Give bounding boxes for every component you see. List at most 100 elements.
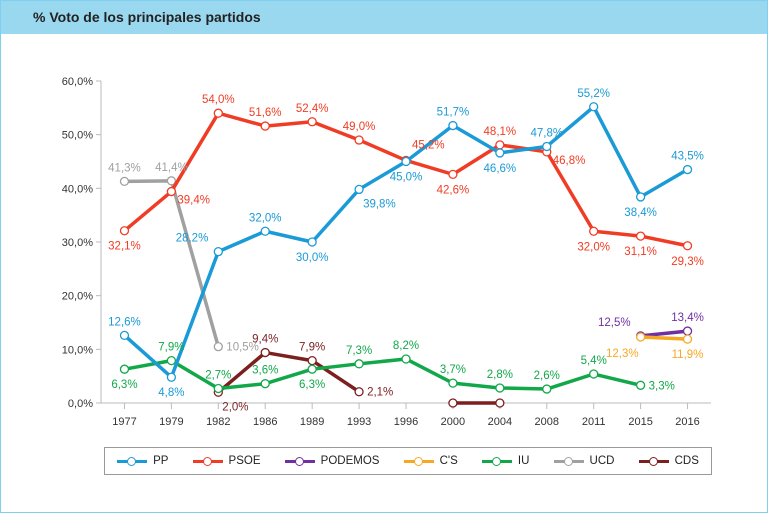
data-point-podemos bbox=[682, 326, 693, 336]
legend-item-cds: CDS bbox=[638, 455, 699, 467]
data-label-podemos: 13,4% bbox=[671, 312, 704, 324]
data-label-pp: 45,0% bbox=[390, 172, 423, 184]
legend-label: IU bbox=[517, 455, 530, 467]
data-point-pp bbox=[166, 372, 177, 382]
legend-item-cs: C'S bbox=[403, 455, 458, 467]
series-line-cds bbox=[217, 350, 361, 394]
data-point-ucd bbox=[213, 341, 223, 352]
data-label-psoe: 49,0% bbox=[343, 121, 376, 133]
data-label-cds: 9,4% bbox=[252, 334, 278, 346]
legend-swatch-icon bbox=[192, 456, 223, 466]
data-point-pp bbox=[682, 164, 693, 175]
data-label-ucd: 41,4% bbox=[155, 162, 188, 174]
y-tick-label: 10,0% bbox=[62, 344, 93, 356]
y-tick-label: 60,0% bbox=[62, 76, 93, 88]
data-label-iu: 7,3% bbox=[346, 345, 372, 357]
x-tick-label: 2015 bbox=[628, 416, 652, 428]
data-point-pp bbox=[260, 226, 270, 236]
data-label-pp: 43,5% bbox=[671, 151, 704, 163]
data-label-iu: 2,6% bbox=[534, 370, 560, 382]
data-point-psoe bbox=[589, 226, 599, 236]
y-tick-label: 20,0% bbox=[62, 291, 93, 303]
data-label-iu: 3,7% bbox=[440, 364, 466, 376]
data-point-ucd bbox=[166, 176, 177, 186]
x-tick-label: 1979 bbox=[159, 416, 183, 428]
data-point-iu bbox=[401, 354, 411, 364]
series-iu bbox=[119, 354, 646, 394]
data-label-psoe: 48,1% bbox=[484, 126, 517, 138]
data-point-pp bbox=[354, 184, 364, 195]
header-bar: % Voto de los principales partidos bbox=[1, 1, 767, 34]
data-point-psoe bbox=[448, 169, 458, 180]
series-cs bbox=[635, 332, 693, 344]
data-point-iu bbox=[635, 380, 646, 390]
data-point-cs bbox=[635, 332, 646, 342]
series-line-iu bbox=[124, 357, 642, 391]
data-label-pp: 39,8% bbox=[363, 198, 396, 210]
x-tick-label: 1986 bbox=[253, 416, 277, 428]
legend-label: CDS bbox=[674, 455, 699, 467]
y-tick-label: 50,0% bbox=[62, 130, 93, 142]
data-point-iu bbox=[448, 378, 458, 388]
data-point-ucd bbox=[119, 176, 130, 187]
data-label-pp: 38,4% bbox=[624, 207, 657, 219]
legend-item-pp: PP bbox=[117, 455, 168, 467]
legend: PP PSOE PODEMOS C'S IU UCD CDS bbox=[104, 447, 712, 475]
x-tick-label: 2008 bbox=[535, 416, 559, 428]
data-point-cds bbox=[260, 347, 270, 358]
data-label-psoe: 32,1% bbox=[108, 241, 141, 253]
data-point-iu bbox=[542, 384, 552, 394]
legend-item-ucd: UCD bbox=[553, 455, 614, 467]
data-label-iu: 2,8% bbox=[487, 369, 513, 381]
data-point-psoe bbox=[260, 121, 270, 131]
legend-swatch-icon bbox=[481, 456, 512, 466]
legend-label: PP bbox=[153, 455, 169, 467]
data-point-pp bbox=[307, 237, 317, 247]
data-point-pp bbox=[401, 156, 411, 167]
data-point-pp bbox=[495, 148, 505, 158]
data-label-pp: 30,0% bbox=[296, 252, 329, 264]
legend-label: PSOE bbox=[228, 455, 261, 467]
data-point-cds bbox=[354, 387, 364, 397]
data-label-iu: 5,4% bbox=[581, 355, 607, 367]
data-label-psoe: 42,6% bbox=[437, 184, 470, 196]
data-point-cds bbox=[307, 355, 317, 366]
x-tick-label: 1977 bbox=[112, 416, 136, 428]
chart-title: % Voto de los principales partidos bbox=[33, 9, 261, 25]
data-point-psoe bbox=[635, 231, 646, 241]
series-cds bbox=[213, 347, 505, 408]
data-point-iu bbox=[495, 383, 505, 393]
x-tick-label: 1982 bbox=[206, 416, 230, 428]
legend-item-podemos: PODEMOS bbox=[284, 455, 379, 467]
data-point-iu bbox=[589, 369, 599, 379]
legend-item-psoe: PSOE bbox=[192, 455, 261, 467]
data-point-cds bbox=[448, 398, 458, 408]
data-point-psoe bbox=[495, 140, 505, 150]
data-label-pp: 4,8% bbox=[158, 387, 184, 399]
y-tick-label: 30,0% bbox=[62, 237, 93, 249]
data-point-cds bbox=[495, 398, 505, 408]
data-label-iu: 3,6% bbox=[252, 365, 278, 377]
data-point-pp bbox=[119, 330, 130, 341]
data-label-pp: 51,7% bbox=[437, 107, 470, 119]
data-label-pp: 12,6% bbox=[108, 316, 141, 328]
data-label-iu: 8,2% bbox=[393, 340, 419, 352]
data-label-psoe: 45,2% bbox=[412, 139, 445, 151]
legend-swatch-icon bbox=[117, 456, 148, 466]
data-label-psoe: 32,0% bbox=[577, 241, 610, 253]
legend-swatch-icon bbox=[553, 456, 584, 466]
data-point-pp bbox=[213, 247, 223, 257]
series-line-cs bbox=[640, 335, 688, 341]
data-label-cds: 2,0% bbox=[222, 401, 248, 413]
x-tick-label: 2016 bbox=[675, 416, 699, 428]
data-point-psoe bbox=[166, 186, 177, 197]
x-tick-label: 2011 bbox=[582, 416, 606, 428]
legend-swatch-icon bbox=[403, 456, 434, 466]
data-point-iu bbox=[354, 359, 364, 369]
data-point-psoe bbox=[307, 117, 317, 127]
data-point-cs bbox=[682, 334, 693, 344]
data-point-iu bbox=[307, 364, 317, 374]
data-label-iu: 7,9% bbox=[158, 342, 184, 354]
data-label-pp: 55,2% bbox=[577, 88, 610, 100]
data-point-iu bbox=[166, 355, 177, 366]
